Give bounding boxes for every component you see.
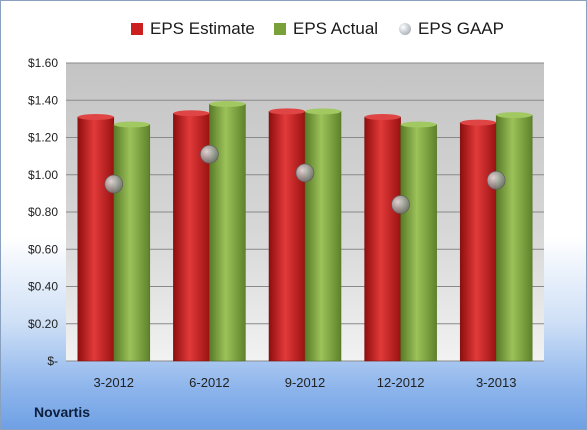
gaap-points [104,144,506,214]
legend-item-actual: EPS Actual [274,15,378,43]
x-tick-label: 3-2012 [94,375,134,390]
legend-label-actual: EPS Actual [293,19,379,38]
y-tick-label: $0.40 [28,280,58,294]
y-tick-label: $0.60 [28,242,58,256]
legend-label-estimate: EPS Estimate [150,19,255,38]
point-eps-gaap [391,195,410,214]
bar-cap-eps-estimate [173,110,210,117]
point-eps-gaap [104,174,124,194]
bar-eps-actual [209,103,246,362]
bar-cap-eps-estimate [364,114,401,121]
bar-eps-actual [113,124,151,362]
bar-eps-estimate [77,116,115,362]
legend: EPS Estimate EPS Actual EPS GAAP [1,15,586,43]
bar-cap-eps-actual [305,108,341,115]
bar-cap-eps-estimate [269,108,305,115]
legend-marker-gaap [399,23,411,35]
bar-eps-actual [304,111,342,362]
legend-swatch-actual [274,23,286,35]
bar-cap-eps-actual [400,121,437,128]
bars [77,100,533,362]
company-name: Novartis [34,404,91,420]
bar-eps-estimate [364,116,401,362]
y-tick-label: $1.20 [28,131,58,145]
bar-eps-actual [495,114,533,362]
point-eps-gaap [486,171,506,190]
y-tick-label: $1.40 [28,93,58,107]
x-tick-label: 6-2012 [189,375,229,390]
y-tick-label: $0.20 [28,317,58,331]
bar-cap-eps-estimate [460,119,497,126]
legend-item-estimate: EPS Estimate [131,15,255,43]
x-axis-labels: 3-2012 6-2012 9-2012 12-2012 3-2013 [94,375,517,390]
y-tick-label: $1.60 [28,56,58,70]
point-eps-gaap [295,163,315,183]
legend-label-gaap: EPS GAAP [418,19,504,38]
bar-eps-estimate [268,111,306,362]
y-tick-label: $- [47,354,58,368]
legend-swatch-estimate [131,23,143,35]
point-eps-gaap [200,144,219,164]
bar-cap-eps-actual [113,121,150,128]
legend-item-gaap: EPS GAAP [399,15,504,43]
y-tick-label: $1.00 [28,168,58,182]
x-tick-label: 12-2012 [377,375,425,390]
bar-eps-estimate [459,122,497,362]
bar-cap-eps-actual [209,100,246,107]
x-tick-label: 9-2012 [285,375,325,390]
y-tick-label: $0.80 [28,205,58,219]
bar-cap-eps-estimate [77,114,114,121]
bar-cap-eps-actual [496,112,533,119]
x-tick-label: 3-2013 [476,375,516,390]
y-axis-labels: $- $0.20 $0.40 $0.60 $0.80 $1.00 $1.20 $1.40 $1.… [28,56,58,368]
bar-eps-actual [400,124,437,362]
